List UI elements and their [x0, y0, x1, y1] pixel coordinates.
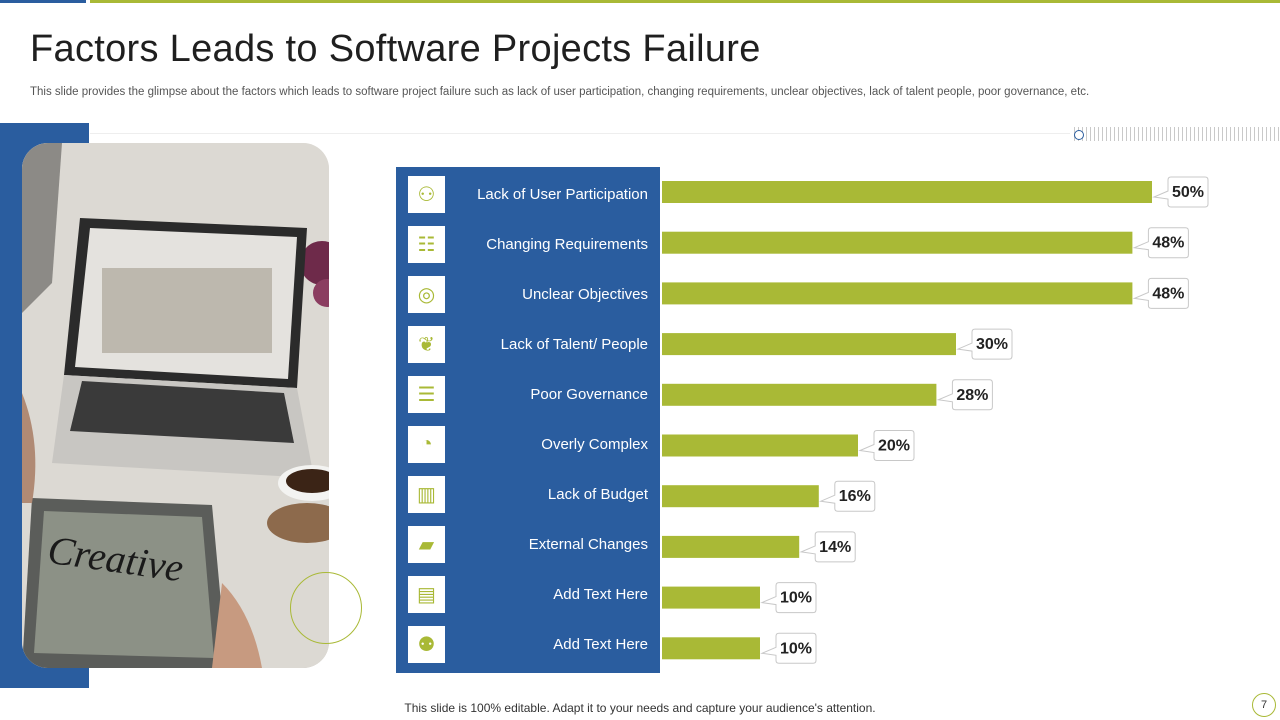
hand-plant-icon: ❦	[408, 326, 445, 363]
category-label: Lack of Budget	[547, 486, 648, 503]
pie-chart-icon: ◔	[408, 426, 445, 463]
data-label-8: 14%	[799, 531, 856, 563]
bar-3	[662, 282, 1133, 305]
data-label-3: 48%	[1132, 277, 1189, 309]
category-row: ▥ Lack of Budget	[396, 476, 660, 514]
data-label-1: 50%	[1152, 176, 1209, 208]
page-number: 7	[1252, 693, 1276, 717]
data-label-text: 30%	[976, 336, 1008, 353]
data-label-text: 20%	[878, 438, 910, 455]
target-icon: ◎	[408, 276, 445, 313]
category-row: ▤ Add Text Here	[396, 576, 660, 614]
category-label: Lack of User Participation	[477, 186, 648, 203]
bar-10	[662, 637, 760, 660]
building-icon: ▥	[408, 476, 445, 513]
category-row: ⚇ Lack of User Participation	[396, 176, 660, 214]
page-title: Factors Leads to Software Projects Failu…	[30, 28, 761, 70]
category-label: Poor Governance	[530, 386, 648, 403]
data-label-9: 10%	[760, 582, 817, 614]
top-accent-blue	[0, 0, 86, 3]
data-label-2: 48%	[1132, 227, 1189, 259]
category-label: Overly Complex	[541, 436, 648, 453]
category-label: Unclear Objectives	[522, 286, 648, 303]
category-row: ❦ Lack of Talent/ People	[396, 326, 660, 364]
bar-5	[662, 383, 937, 406]
bar-4	[662, 333, 956, 356]
category-panel: ⚇ Lack of User Participation ☷ Changing …	[396, 167, 660, 673]
footer-note: This slide is 100% editable. Adapt it to…	[404, 701, 876, 715]
category-row: ▰ External Changes	[396, 526, 660, 564]
top-accent-green	[90, 0, 1280, 3]
category-label: Changing Requirements	[486, 236, 648, 253]
data-label-text: 10%	[780, 640, 812, 657]
category-row: ◎ Unclear Objectives	[396, 276, 660, 314]
category-row: ☷ Changing Requirements	[396, 226, 660, 264]
category-label: Add Text Here	[553, 586, 648, 603]
phone-icon: ▤	[408, 576, 445, 613]
bar-6	[662, 434, 858, 457]
data-label-7: 16%	[818, 480, 876, 512]
people-icon: ⚇	[408, 176, 445, 213]
category-label: External Changes	[528, 536, 648, 553]
ruler-dot-icon	[1074, 130, 1084, 140]
laptop-photo-illustration: Creative	[22, 143, 329, 668]
bar-1	[662, 181, 1152, 203]
category-label: Lack of Talent/ People	[500, 336, 648, 353]
data-label-text: 16%	[839, 488, 871, 505]
data-label-text: 28%	[956, 387, 988, 404]
data-label-6: 20%	[858, 430, 915, 461]
decorative-tick-ruler	[1074, 127, 1280, 141]
governance-icon: ☰	[408, 376, 445, 413]
category-row: ◔ Overly Complex	[396, 426, 660, 464]
data-label-4: 30%	[956, 328, 1013, 360]
data-label-5: 28%	[936, 379, 993, 411]
category-row: ⚉ Add Text Here	[396, 626, 660, 664]
decorative-circle	[290, 572, 362, 644]
data-label-text: 48%	[1152, 285, 1184, 302]
bar-2	[662, 231, 1133, 254]
page-subtitle: This slide provides the glimpse about th…	[30, 86, 1090, 98]
data-label-text: 50%	[1172, 184, 1204, 201]
category-label: Add Text Here	[553, 636, 648, 653]
bar-7	[662, 485, 819, 508]
users-group-icon: ⚉	[408, 626, 445, 663]
data-label-text: 10%	[780, 590, 812, 607]
data-label-text: 14%	[819, 539, 851, 556]
checklist-icon: ☷	[408, 226, 445, 263]
document-icon: ▰	[408, 526, 445, 563]
laptop-photo: Creative	[22, 143, 329, 668]
data-label-10: 10%	[760, 632, 817, 664]
bar-9	[662, 586, 760, 609]
header-divider	[90, 133, 1070, 134]
category-row: ☰ Poor Governance	[396, 376, 660, 414]
bar-8	[662, 535, 800, 558]
data-label-text: 48%	[1152, 235, 1184, 252]
